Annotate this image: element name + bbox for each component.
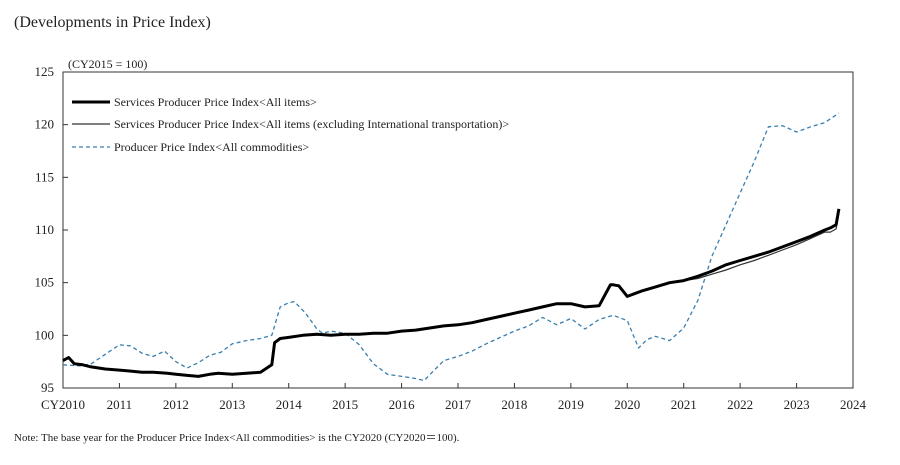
x-tick-label: 2017	[445, 397, 472, 412]
y-axis: 95 100 105 110 115 120 125	[35, 64, 68, 395]
y-tick-label: 95	[41, 380, 54, 395]
legend: Services Producer Price Index<All items>…	[72, 95, 509, 154]
x-tick-label: 2012	[163, 397, 189, 412]
x-tick-label: 2014	[276, 397, 303, 412]
series-line-1	[62, 212, 840, 377]
x-tick-label: 2013	[219, 397, 245, 412]
legend-label: Services Producer Price Index<All items …	[114, 117, 509, 131]
x-axis: CY2010 2011 2012 2013 2014 2015 2016 2017 2018 20…	[41, 383, 867, 412]
unit-label: (CY2015 = 100)	[68, 57, 147, 71]
y-tick-label: 105	[35, 275, 55, 290]
x-tick-label: 2015	[332, 397, 358, 412]
y-tick-label: 110	[35, 222, 54, 237]
series-line-2	[62, 112, 840, 382]
chart-heading: (Developments in Price Index)	[14, 14, 211, 31]
x-tick-label: 2024	[840, 397, 867, 412]
y-tick-label: 120	[35, 117, 55, 132]
y-tick-label: 115	[35, 169, 54, 184]
x-tick-label: 2019	[558, 397, 584, 412]
footnote: Note: The base year for the Producer Pri…	[14, 432, 460, 444]
legend-label: Services Producer Price Index<All items>	[114, 95, 317, 109]
x-tick-label: 2022	[727, 397, 753, 412]
x-tick-label: 2016	[389, 397, 416, 412]
x-tick-label: 2023	[784, 397, 810, 412]
x-tick-label: CY2010	[41, 397, 85, 412]
x-tick-label: 2021	[671, 397, 697, 412]
y-tick-label: 100	[35, 327, 55, 342]
series-line-0	[62, 208, 841, 378]
legend-label: Producer Price Index<All commodities>	[114, 140, 309, 154]
series-lines	[62, 112, 841, 382]
x-tick-label: 2018	[501, 397, 527, 412]
x-tick-label: 2020	[614, 397, 640, 412]
y-tick-label: 125	[35, 64, 55, 79]
x-tick-label: 2011	[107, 397, 133, 412]
